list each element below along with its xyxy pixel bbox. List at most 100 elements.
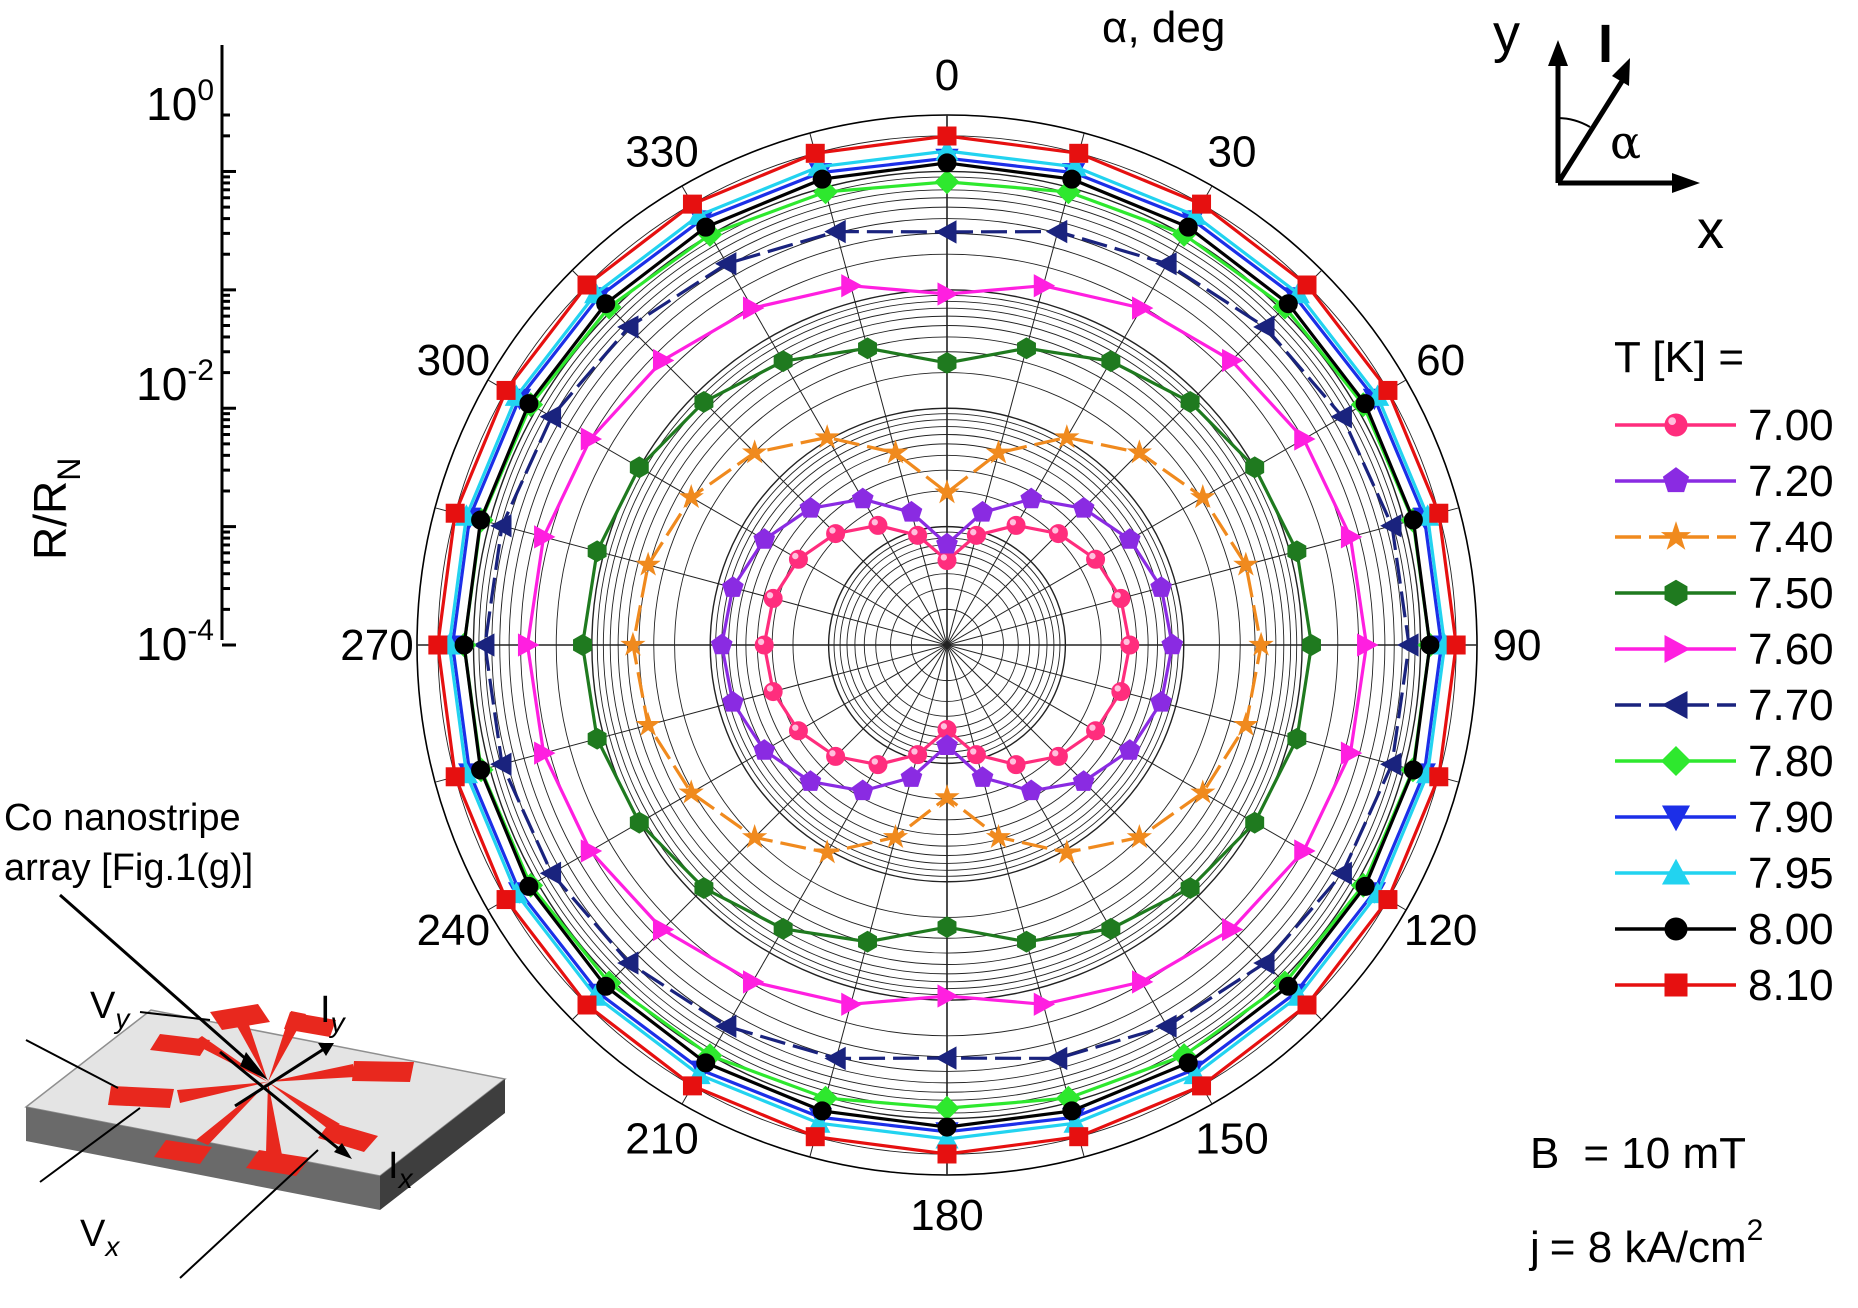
- point-7.70-285: [490, 514, 512, 538]
- point-8.10-255: [445, 767, 465, 787]
- point-7.70-270: [473, 633, 495, 657]
- point-7.60-345: [841, 274, 863, 298]
- condition-field: B = 10 mT: [1530, 1129, 1746, 1178]
- point-7.50-240: [629, 811, 649, 834]
- point-7.40-270: [620, 631, 646, 656]
- point-7.20-300: [753, 528, 776, 549]
- point-7.00-60: [1086, 549, 1106, 569]
- point-8.00-105: [1403, 760, 1423, 780]
- point-7.60-195: [841, 992, 863, 1016]
- legend-label-7.80: 7.80: [1748, 737, 1834, 786]
- point-7.40-225: [741, 824, 768, 849]
- point-7.70-300: [539, 405, 562, 429]
- point-7.70-195: [824, 1046, 846, 1071]
- series-7.40: [620, 424, 1274, 864]
- point-8.00-60: [1355, 394, 1375, 414]
- point-8.10-150: [1192, 1076, 1212, 1096]
- legend-marker-8.00: [1664, 917, 1688, 941]
- series-8.00: [454, 153, 1440, 1137]
- legend-item-8.00: 8.00: [1615, 905, 1834, 954]
- alpha-arc: [1557, 117, 1591, 128]
- legend-label-7.90: 7.90: [1748, 793, 1834, 842]
- legend-marker-7.70: [1661, 690, 1688, 720]
- legend-marker-7.90: [1661, 805, 1691, 832]
- point-8.00-150: [1178, 1053, 1198, 1073]
- point-8.00-75: [1403, 510, 1423, 530]
- point-7.00-120-highlight: [1089, 724, 1096, 731]
- point-7.40-210: [814, 839, 840, 864]
- point-7.70-225: [617, 951, 639, 975]
- point-7.20-105: [1150, 690, 1173, 712]
- point-7.50-135: [1180, 877, 1200, 900]
- point-7.70-255: [490, 752, 512, 776]
- point-8.00-0: [937, 153, 957, 173]
- point-7.70-240: [539, 861, 562, 885]
- point-7.40-285: [635, 551, 661, 576]
- point-7.00-135-highlight: [1052, 750, 1059, 757]
- legend-marker-7.40: [1660, 521, 1692, 550]
- point-7.00-285: [763, 588, 783, 608]
- point-7.00-150-highlight: [1009, 758, 1017, 765]
- point-7.00-330: [868, 515, 888, 535]
- legend-label-7.95: 7.95: [1748, 849, 1834, 898]
- point-7.50-195: [858, 930, 877, 953]
- point-7.40-0: [934, 479, 960, 504]
- point-8.00-30: [1178, 217, 1198, 237]
- point-8.00-285: [471, 510, 491, 530]
- point-8.10-195: [805, 1127, 825, 1147]
- point-7.00-315-highlight: [829, 527, 836, 534]
- point-8.10-60: [1378, 380, 1398, 400]
- point-7.80-15: [1056, 179, 1081, 205]
- point-7.70-60: [1330, 405, 1352, 429]
- point-8.10-270: [428, 635, 448, 655]
- inset-current-label: I: [1598, 14, 1613, 74]
- inset-pointer-arrowhead-icon: [240, 1052, 268, 1080]
- point-7.70-315: [617, 315, 639, 339]
- radial-tick-label-1e0: 100: [146, 74, 214, 130]
- point-7.40-60: [1190, 484, 1216, 509]
- point-8.10-75: [1429, 503, 1449, 523]
- point-7.20-255: [721, 690, 744, 712]
- point-7.00-165: [966, 745, 986, 765]
- legend-marker-7.80: [1660, 745, 1692, 777]
- point-8.10-345: [805, 143, 825, 163]
- current-arrowhead-icon: [1612, 58, 1630, 86]
- legend-marker-8.10: [1664, 973, 1688, 997]
- point-7.50-225: [694, 877, 714, 900]
- point-7.00-75-highlight: [1114, 592, 1121, 599]
- ix-arrow: [219, 1050, 346, 1156]
- point-7.20-120: [1118, 739, 1141, 760]
- point-7.20-180: [936, 734, 958, 756]
- point-7.60-120: [1294, 839, 1316, 863]
- legend-item-7.70: 7.70: [1615, 681, 1834, 730]
- point-7.50-45: [1180, 390, 1200, 413]
- point-7.80-0: [934, 169, 960, 195]
- point-8.10-330: [682, 194, 702, 214]
- point-7.50-330: [773, 350, 793, 373]
- point-7.00-255-highlight: [766, 685, 774, 692]
- point-8.00-210: [696, 1053, 716, 1073]
- point-7.20-15: [971, 500, 994, 522]
- legend-label-8.10: 8.10: [1748, 961, 1834, 1010]
- point-8.00-90: [1420, 635, 1440, 655]
- point-8.10-15: [1069, 143, 1089, 163]
- point-7.00-180-highlight: [940, 723, 947, 730]
- legend-label-7.40: 7.40: [1748, 513, 1834, 562]
- point-7.50-285: [587, 540, 607, 563]
- point-7.70-180: [935, 1046, 957, 1070]
- point-7.40-90: [1248, 631, 1274, 656]
- point-7.00-30: [1006, 515, 1026, 535]
- point-7.70-45: [1253, 315, 1275, 339]
- legend-label-7.20: 7.20: [1748, 457, 1834, 506]
- inset-ix-label: Ix: [388, 1145, 414, 1194]
- spoke-300: [487, 379, 948, 646]
- vx-leader: [39, 1107, 141, 1183]
- point-8.10-120: [1378, 890, 1398, 910]
- series-7.50: [573, 337, 1321, 953]
- point-7.70-165: [1045, 1046, 1068, 1071]
- point-7.00-210-highlight: [871, 758, 878, 765]
- point-7.70-210: [715, 1014, 737, 1038]
- ix-arrowhead-icon: [334, 1143, 352, 1159]
- legend-marker-7.00-highlight: [1668, 417, 1676, 425]
- point-7.70-30: [1155, 252, 1177, 276]
